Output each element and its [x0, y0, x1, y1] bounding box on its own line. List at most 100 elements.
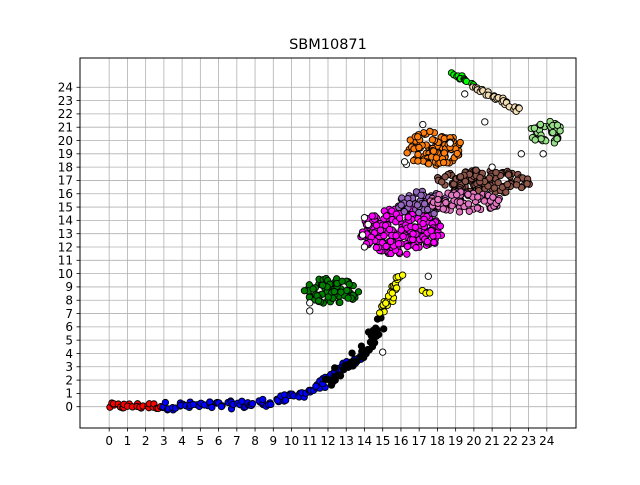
- x-tick-label: 16: [393, 434, 408, 448]
- data-point: [392, 232, 400, 240]
- data-point: [428, 136, 437, 144]
- x-tick-label: 1: [124, 434, 132, 448]
- y-tick-label: 15: [58, 200, 73, 214]
- data-point: [385, 225, 394, 234]
- y-tick-label: 12: [58, 240, 73, 254]
- data-point: [336, 298, 344, 307]
- axis-ticks: 0 1 2 3 4 5 6 7 8 9 10 11 12 13 14 15 16 17 18 19 20 21 22 23 24…: [58, 81, 555, 448]
- y-tick-label: 7: [65, 307, 73, 321]
- data-point: [502, 188, 510, 196]
- y-tick-label: 1: [65, 387, 73, 401]
- data-point: [494, 196, 503, 204]
- data-point: [309, 285, 317, 293]
- y-tick-label: 22: [58, 107, 73, 121]
- data-point: [392, 284, 401, 292]
- x-tick-label: 5: [197, 434, 205, 448]
- x-tick-label: 18: [430, 434, 445, 448]
- data-point: [536, 120, 545, 129]
- data-point: [397, 201, 405, 209]
- x-tick-label: 0: [105, 434, 113, 448]
- y-tick-label: 14: [58, 214, 73, 228]
- data-point: [440, 149, 448, 157]
- x-tick-label: 19: [448, 434, 463, 448]
- data-point: [456, 198, 464, 206]
- y-tick-label: 5: [65, 333, 73, 347]
- data-point: [371, 324, 380, 332]
- data-point: [415, 208, 423, 217]
- data-point: [349, 362, 357, 370]
- data-point: [456, 138, 464, 147]
- data-point: [464, 200, 473, 208]
- y-tick-label: 16: [58, 187, 73, 201]
- y-tick-label: 8: [65, 294, 73, 308]
- data-point: [503, 180, 511, 189]
- data-point: [420, 200, 429, 208]
- data-point: [300, 287, 309, 295]
- data-point: [329, 378, 337, 386]
- data-point: [404, 213, 412, 221]
- data-point: [485, 174, 494, 182]
- data-point: [430, 238, 438, 247]
- data-point: [354, 288, 363, 296]
- data-point: [376, 226, 385, 234]
- y-tick-label: 3: [65, 360, 73, 374]
- data-point: [403, 250, 411, 258]
- data-point: [368, 212, 376, 220]
- data-point: [282, 396, 290, 404]
- data-point: [376, 309, 384, 317]
- data-point: [406, 136, 414, 144]
- y-tick-label: 21: [58, 121, 73, 135]
- data-point: [465, 207, 473, 215]
- data-point: [379, 348, 387, 356]
- x-tick-label: 11: [302, 434, 317, 448]
- data-point: [364, 220, 372, 229]
- data-point: [553, 135, 561, 143]
- chart-title: SBM10871: [289, 37, 367, 53]
- data-point: [419, 120, 427, 129]
- x-tick-label: 15: [375, 434, 390, 448]
- data-point: [453, 149, 461, 158]
- data-point: [386, 237, 395, 246]
- data-point: [474, 193, 482, 201]
- data-point: [415, 143, 423, 152]
- x-tick-label: 17: [412, 434, 427, 448]
- data-point: [409, 230, 417, 238]
- y-tick-label: 23: [58, 94, 73, 108]
- data-point: [472, 166, 480, 174]
- x-tick-label: 14: [357, 434, 372, 448]
- data-point: [461, 90, 469, 98]
- data-point: [368, 333, 376, 341]
- x-tick-label: 3: [160, 434, 168, 448]
- data-point: [530, 124, 539, 132]
- data-point: [446, 139, 454, 147]
- data-point: [344, 294, 352, 302]
- data-point: [490, 184, 499, 192]
- data-point: [330, 287, 338, 296]
- data-point: [414, 133, 422, 141]
- y-tick-label: 13: [58, 227, 73, 241]
- data-point: [476, 173, 484, 182]
- data-point: [364, 345, 372, 354]
- data-point: [345, 280, 353, 288]
- data-point: [539, 150, 547, 158]
- data-point: [306, 307, 314, 315]
- data-point: [405, 199, 414, 208]
- y-tick-label: 20: [58, 134, 73, 148]
- x-tick-label: 23: [521, 434, 536, 448]
- x-tick-label: 8: [251, 434, 259, 448]
- x-tick-label: 7: [233, 434, 241, 448]
- data-point: [397, 226, 405, 234]
- data-point: [439, 205, 447, 213]
- data-point: [549, 128, 557, 137]
- data-point: [348, 349, 356, 357]
- x-tick-label: 20: [466, 434, 481, 448]
- data-point: [324, 293, 332, 301]
- data-point: [537, 135, 545, 143]
- data-point: [436, 222, 445, 230]
- data-point: [413, 201, 422, 209]
- x-tick-label: 2: [142, 434, 150, 448]
- y-tick-label: 10: [58, 267, 73, 281]
